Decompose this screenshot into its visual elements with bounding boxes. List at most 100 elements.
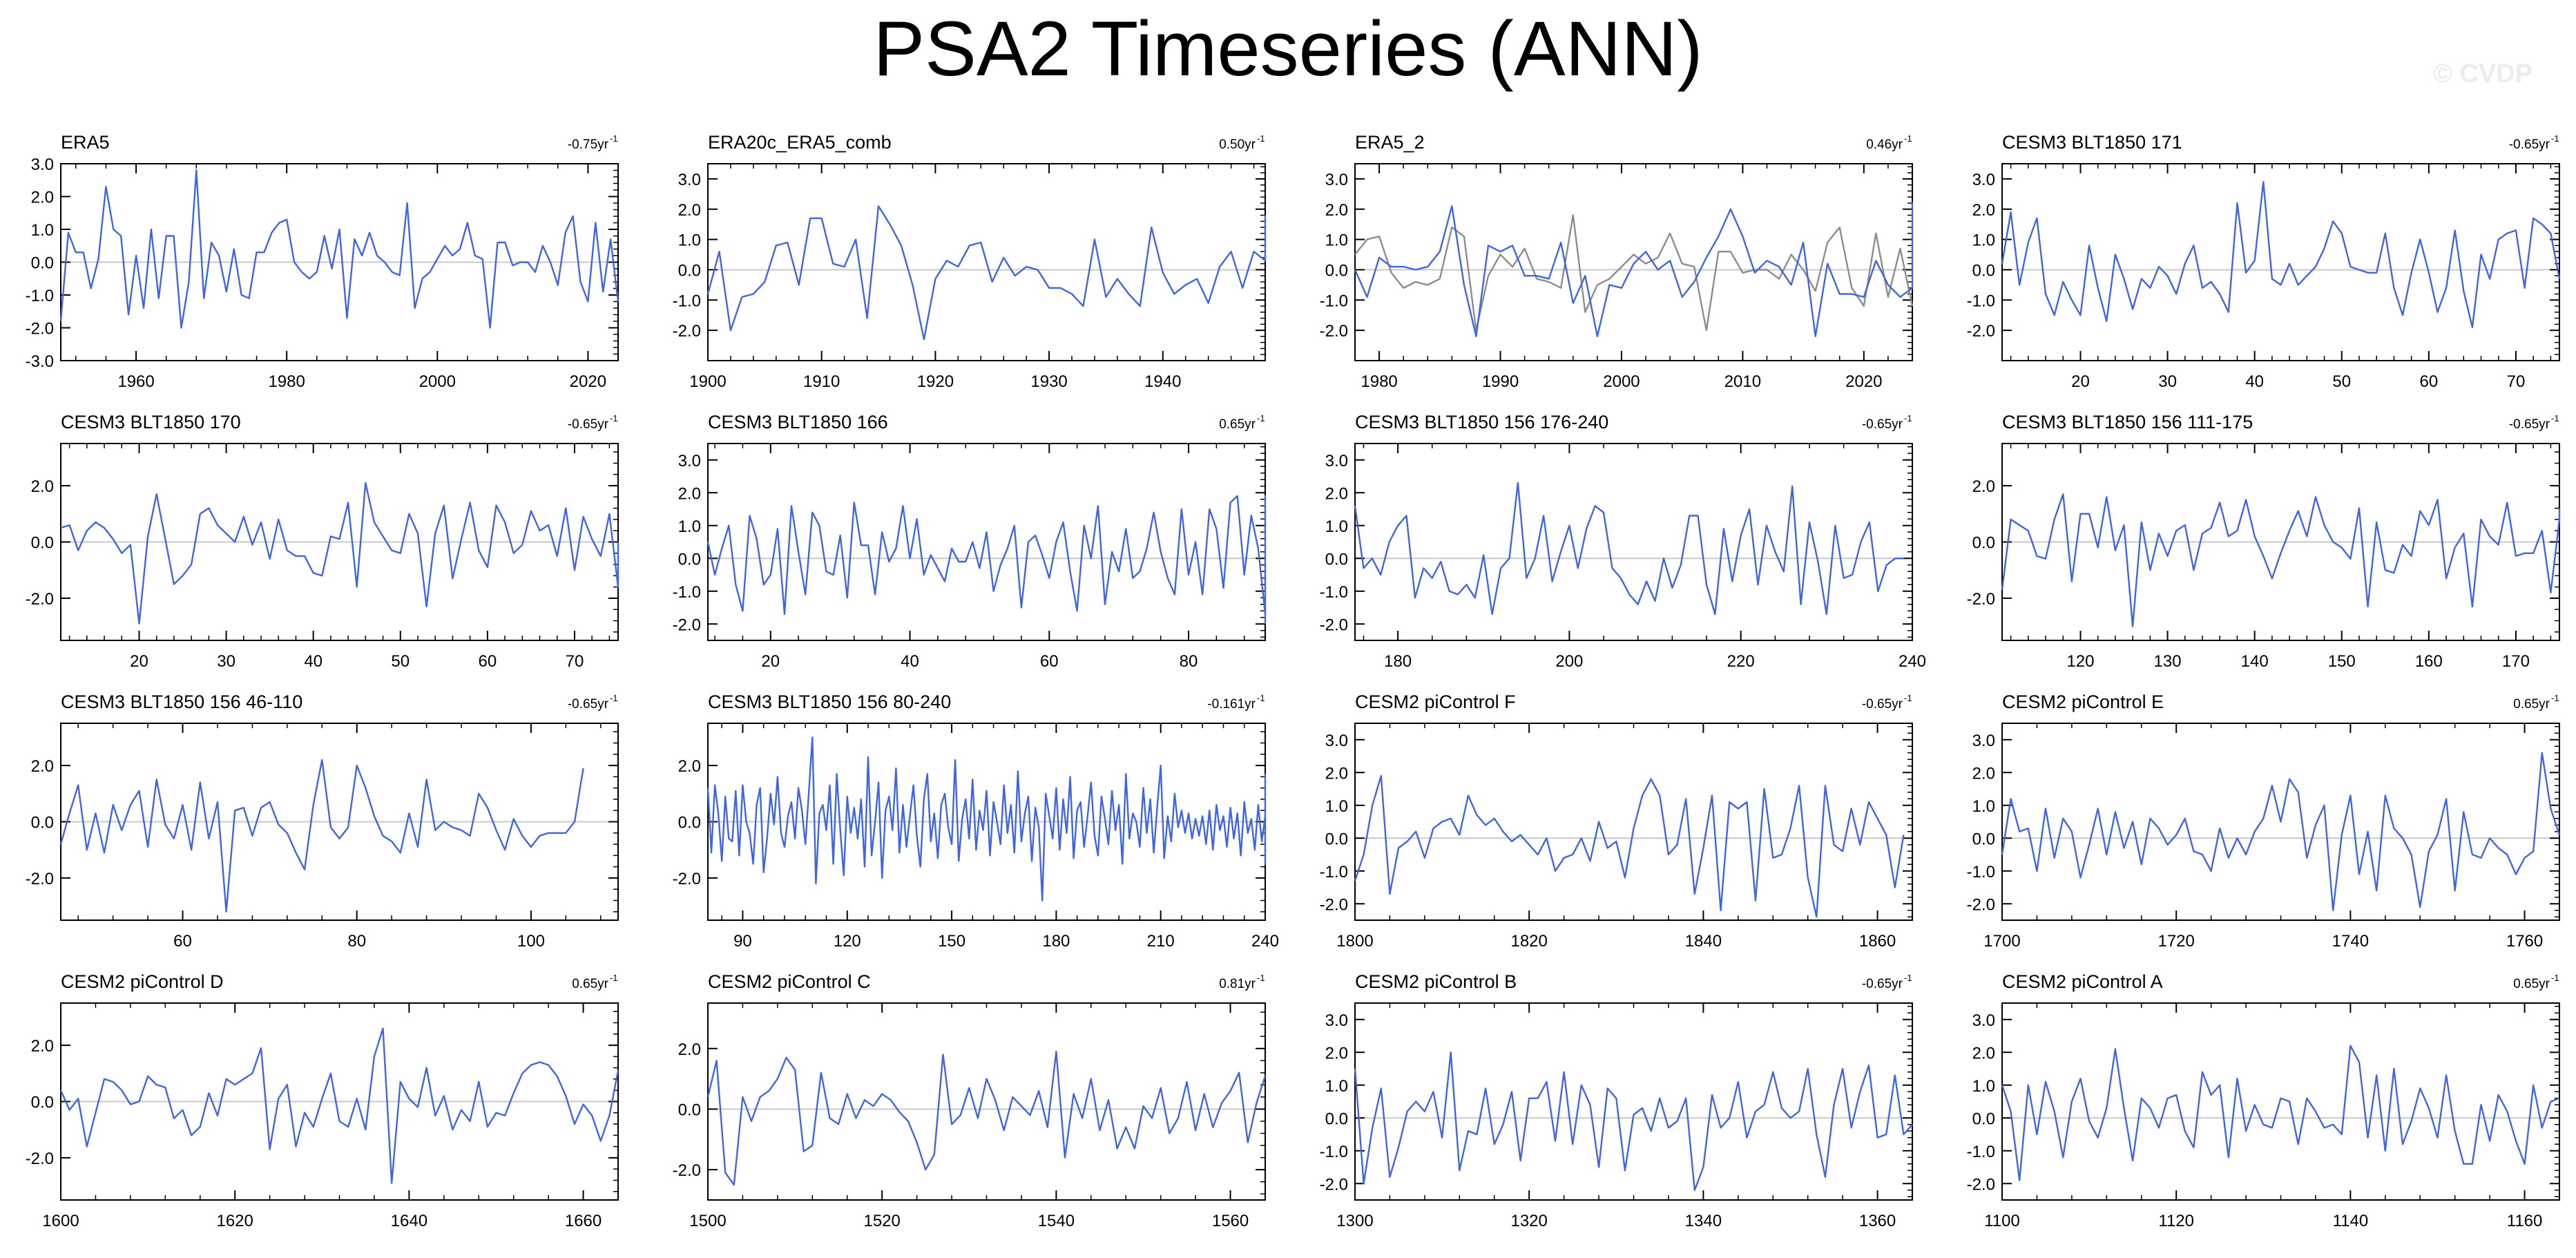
y-tick-label: 2.0 — [1972, 477, 1995, 496]
x-tick-label: 130 — [2154, 652, 2182, 671]
y-tick-label: 0.0 — [678, 550, 701, 569]
panel-title: CESM2 piControl B — [1355, 971, 1517, 992]
plot-frame — [1354, 443, 1913, 641]
y-tick-label: 1.0 — [1325, 231, 1348, 250]
y-tick-label: 1.0 — [31, 221, 54, 240]
y-tick-label: -1.0 — [673, 583, 701, 602]
x-tick-label: 40 — [2245, 372, 2264, 391]
trend-label: 0.81yr — [1219, 977, 1256, 991]
x-tick-label: 1560 — [1212, 1212, 1249, 1230]
y-tick-label: -2.0 — [1967, 590, 1995, 609]
y-tick-label: 0.0 — [1972, 1109, 1995, 1128]
series-line — [707, 205, 1267, 341]
trend-exponent: -1 — [1257, 133, 1265, 144]
x-tick-label: 60 — [2420, 372, 2439, 391]
y-tick-label: -2.0 — [1320, 1175, 1348, 1194]
trend-label: -0.75yr — [568, 137, 609, 152]
x-tick-label: 120 — [834, 932, 861, 951]
y-tick-label: 0.0 — [678, 814, 701, 832]
y-tick-label: 0.0 — [1325, 1109, 1348, 1128]
trend-exponent: -1 — [1904, 693, 1912, 703]
x-tick-label: 1120 — [2158, 1212, 2194, 1230]
series-line — [707, 1050, 1267, 1186]
panel-5: CESM3 BLT1850 166 0.65yr -1 -2.0 -1.0 0.0 1.0 2… — [673, 412, 1267, 671]
y-tick-label: -2.0 — [1320, 895, 1348, 914]
y-tick-label: 3.0 — [1972, 171, 1995, 189]
x-tick-label: 1140 — [2333, 1212, 2369, 1230]
x-tick-label: 1990 — [1482, 372, 1519, 391]
y-tick-label: 2.0 — [1972, 1044, 1995, 1062]
trend-exponent: -1 — [1257, 693, 1265, 703]
y-tick-label: 0.0 — [1325, 830, 1348, 848]
y-tick-label: -2.0 — [26, 1150, 54, 1168]
x-tick-label: 1920 — [917, 372, 954, 391]
x-tick-label: 1620 — [216, 1212, 253, 1230]
x-tick-label: 120 — [2066, 652, 2094, 671]
panel-title: ERA20c_ERA5_comb — [708, 132, 892, 153]
panel-9: CESM3 BLT1850 156 80-240 -0.161yr -1 -2.0 0.… — [673, 692, 1279, 951]
y-tick-label: 2.0 — [31, 477, 54, 496]
obs-series-line — [1354, 214, 1914, 332]
x-tick-label: 210 — [1147, 932, 1175, 951]
y-tick-label: 3.0 — [678, 171, 701, 189]
series-line — [707, 736, 1267, 902]
panel-title: ERA5 — [61, 132, 110, 153]
x-tick-label: 1160 — [2507, 1212, 2543, 1230]
x-tick-label: 1760 — [2506, 932, 2543, 951]
x-tick-label: 180 — [1042, 932, 1070, 951]
series-line — [2001, 1045, 2560, 1181]
y-tick-label: 3.0 — [1325, 1011, 1348, 1030]
x-tick-label: 150 — [938, 932, 965, 951]
panel-title: CESM3 BLT1850 156 111-175 — [2002, 412, 2253, 432]
x-tick-label: 2020 — [570, 372, 606, 391]
panel-title: CESM3 BLT1850 156 46-110 — [61, 692, 302, 712]
y-tick-label: 1.0 — [1972, 1077, 1995, 1096]
x-tick-label: 1320 — [1510, 1212, 1547, 1230]
y-tick-label: 0.0 — [1972, 534, 1995, 553]
trend-label: -0.65yr — [568, 417, 609, 432]
y-tick-label: 1.0 — [1325, 1077, 1348, 1096]
x-tick-label: 30 — [217, 652, 236, 671]
x-tick-label: 160 — [2415, 652, 2443, 671]
trend-label: 0.50yr — [1219, 137, 1256, 152]
x-tick-label: 20 — [2071, 372, 2090, 391]
y-tick-label: 2.0 — [31, 189, 54, 207]
trend-label: -0.65yr — [568, 697, 609, 712]
trend-exponent: -1 — [610, 693, 618, 703]
series-line — [2001, 493, 2561, 627]
y-tick-label: 0.0 — [31, 814, 54, 832]
y-tick-label: 2.0 — [1325, 764, 1348, 783]
x-tick-label: 90 — [733, 932, 752, 951]
y-tick-label: -2.0 — [1320, 322, 1348, 341]
panel-1: ERA20c_ERA5_comb 0.50yr -1 -2.0 -1.0 0.0 1.0 2.… — [673, 132, 1267, 391]
trend-label: -0.65yr — [1862, 697, 1903, 712]
x-tick-label: 1540 — [1038, 1212, 1075, 1230]
panel-title: CESM2 piControl C — [708, 971, 871, 992]
x-tick-label: 70 — [566, 652, 584, 671]
y-tick-label: 3.0 — [31, 155, 54, 174]
panel-title: ERA5_2 — [1355, 132, 1425, 153]
panel-13: CESM2 piControl C 0.81yr -1 -2.0 0.0 2.0 1500 1… — [673, 971, 1267, 1230]
y-tick-label: 1.0 — [678, 231, 701, 250]
y-tick-label: -1.0 — [1967, 292, 1995, 310]
y-tick-label: 0.0 — [31, 534, 54, 553]
x-tick-label: 1520 — [863, 1212, 900, 1230]
panel-title: CESM2 piControl E — [2002, 692, 2164, 712]
series-line — [59, 169, 619, 329]
x-tick-label: 1640 — [391, 1212, 427, 1230]
trend-label: 0.65yr — [1219, 417, 1256, 432]
x-tick-label: 80 — [1180, 652, 1198, 671]
y-tick-label: -2.0 — [673, 1161, 701, 1180]
x-tick-label: 20 — [761, 652, 780, 671]
x-tick-label: 1960 — [117, 372, 154, 391]
x-tick-label: 1940 — [1144, 372, 1181, 391]
trend-label: 0.65yr — [2513, 977, 2550, 991]
x-tick-label: 20 — [130, 652, 148, 671]
x-tick-label: 1300 — [1336, 1212, 1373, 1230]
y-tick-label: -2.0 — [1967, 1175, 1995, 1194]
y-tick-label: -1.0 — [1320, 863, 1348, 881]
y-tick-label: 1.0 — [1325, 797, 1348, 816]
trend-exponent: -1 — [1904, 973, 1912, 983]
y-tick-label: 2.0 — [678, 1040, 701, 1059]
